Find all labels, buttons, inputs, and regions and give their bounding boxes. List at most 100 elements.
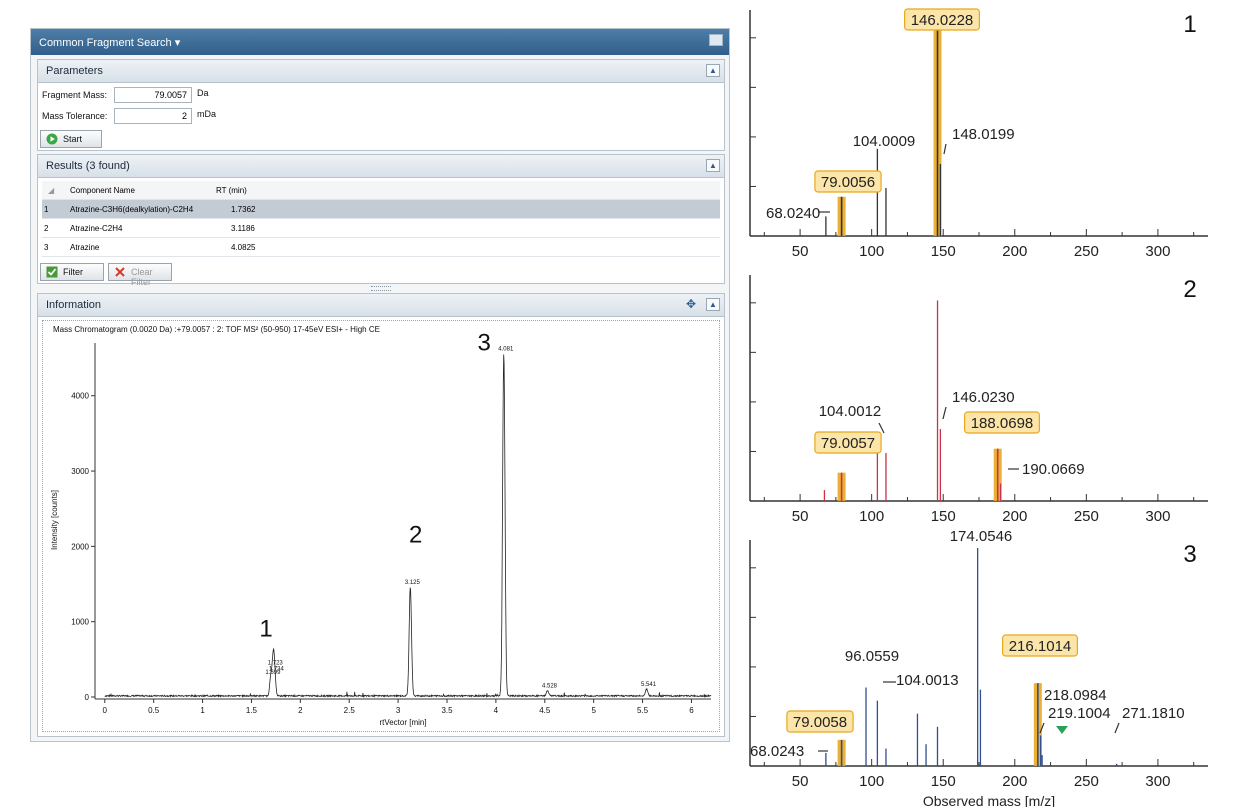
collapse-icon[interactable]: ▲ xyxy=(706,64,720,77)
fragment-mass-input[interactable]: 79.0057 xyxy=(114,87,192,103)
label-leader xyxy=(878,422,885,434)
spectrum-panel-label: 1 xyxy=(1183,11,1196,38)
x-tick-label: 200 xyxy=(1002,243,1027,260)
peak-mass-label: 104.0012 xyxy=(819,403,882,420)
peak-number-annotation: 2 xyxy=(409,522,422,549)
collapse-icon[interactable]: ▲ xyxy=(706,298,720,311)
marker-triangle-icon xyxy=(1056,726,1068,734)
peak-label: 3.125 xyxy=(405,580,421,586)
fragment-mass-label: Fragment Mass: xyxy=(42,90,108,100)
start-button-label: Start xyxy=(63,134,83,144)
x-tick-label: 3.5 xyxy=(441,706,453,715)
x-tick-label: 50 xyxy=(792,773,809,790)
highlight-label-box xyxy=(786,710,854,733)
peak-mass-label: 146.0228 xyxy=(911,12,974,29)
filter-check-icon xyxy=(46,266,58,278)
x-tick-label: 100 xyxy=(859,508,884,525)
peak-mass-label: 68.0243 xyxy=(750,743,804,760)
y-tick-label: 1000 xyxy=(71,618,89,627)
window-titlebar[interactable]: Common Fragment Search ▾ xyxy=(31,29,729,55)
x-tick-label: 6 xyxy=(689,706,694,715)
peak-mass-label: 68.0240 xyxy=(766,205,820,222)
x-tick-label: 300 xyxy=(1145,773,1170,790)
x-tick-label: 4.5 xyxy=(539,706,551,715)
peak-mass-label: 79.0056 xyxy=(821,174,875,191)
results-panel: Results (3 found) ▲ ◢ Component Name RT … xyxy=(37,154,725,287)
collapse-icon[interactable]: ▲ xyxy=(706,159,720,172)
column-header-rt[interactable]: RT (min) xyxy=(216,186,247,195)
x-tick-label: 0.5 xyxy=(148,706,160,715)
peak-label: 1.699 xyxy=(265,670,281,676)
filter-button[interactable]: Filter xyxy=(40,263,104,281)
mass-spectrum-3: 50 100 150 200 250 300 Observed mass [m/z] 3 68.… xyxy=(749,530,1208,807)
mass-tolerance-input[interactable]: 2 xyxy=(114,108,192,124)
y-axis-label: Intensity [counts] xyxy=(50,490,59,550)
peak-mass-label: 190.0669 xyxy=(1022,461,1085,478)
information-header: Information ✥ ▲ xyxy=(38,294,724,317)
x-tick-label: 250 xyxy=(1074,243,1099,260)
x-tick-label: 100 xyxy=(859,773,884,790)
peak-mass-label: 219.1004 xyxy=(1048,705,1111,722)
column-header-component-name[interactable]: Component Name xyxy=(70,186,135,195)
row-rt: 4.0825 xyxy=(231,243,256,252)
x-tick-label: 300 xyxy=(1145,243,1170,260)
move-icon[interactable]: ✥ xyxy=(685,297,696,311)
x-tick-label: 250 xyxy=(1074,508,1099,525)
peak-label: 1.723 xyxy=(268,660,284,666)
x-tick-label: 1.5 xyxy=(246,706,258,715)
peak-mass-label: 104.0013 xyxy=(896,672,959,689)
peak-mass-label: 104.0009 xyxy=(853,133,916,150)
x-tick-label: 150 xyxy=(931,243,956,260)
mass-tolerance-label: Mass Tolerance: xyxy=(42,111,108,121)
peak-mass-label: 146.0230 xyxy=(952,389,1015,406)
clear-filter-button-label: Clear Filter xyxy=(131,267,153,287)
x-tick-label: 0 xyxy=(103,706,108,715)
parameters-panel: Parameters ▲ Fragment Mass: 79.0057 Da M… xyxy=(37,59,725,151)
x-tick-label: 200 xyxy=(1002,773,1027,790)
x-tick-label: 1 xyxy=(200,706,205,715)
information-panel: Information ✥ ▲ Mass Chromatogram (0.002… xyxy=(37,293,725,737)
filter-button-label: Filter xyxy=(63,267,83,277)
y-tick-label: 0 xyxy=(85,693,90,702)
x-tick-label: 2 xyxy=(298,706,303,715)
row-rt: 1.7362 xyxy=(231,205,256,214)
play-icon xyxy=(46,133,58,145)
splitter-handle[interactable] xyxy=(371,286,391,291)
y-tick-label: 2000 xyxy=(71,542,89,551)
mass-spectrum-2: 50 100 150 200 250 300 2 104.0012 79.0057 146.023… xyxy=(749,275,1208,525)
row-index: 1 xyxy=(44,205,49,214)
y-tick-label: 3000 xyxy=(71,467,89,476)
peak-number-annotation: 1 xyxy=(259,616,272,643)
x-tick-label: 2.5 xyxy=(344,706,356,715)
table-row[interactable]: 3 Atrazine 4.0825 xyxy=(42,238,720,257)
chromatogram-title: Mass Chromatogram (0.0020 Da) :+79.0057 … xyxy=(53,325,380,334)
window-restore-icon[interactable] xyxy=(709,34,723,46)
sort-corner-icon[interactable]: ◢ xyxy=(48,186,55,195)
row-rt: 3.1186 xyxy=(231,224,255,233)
label-leader xyxy=(942,406,947,420)
x-tick-label: 150 xyxy=(931,508,956,525)
clear-filter-button[interactable]: Clear Filter xyxy=(108,263,172,287)
highlight-label-box xyxy=(964,411,1041,434)
label-leader xyxy=(943,143,947,155)
highlight-label-box xyxy=(814,431,882,454)
table-row[interactable]: 2 Atrazine-C2H4 3.1186 xyxy=(42,219,720,238)
table-row[interactable]: 1 Atrazine-C3H6(dealkylation)-C2H4 1.736… xyxy=(42,200,720,219)
parameters-header: Parameters ▲ xyxy=(38,60,724,83)
start-button[interactable]: Start xyxy=(40,130,102,148)
x-tick-label: 50 xyxy=(792,243,809,260)
peak-number-annotation: 3 xyxy=(477,330,490,357)
x-axis-label: Observed mass [m/z] xyxy=(923,793,1055,807)
parameters-header-label: Parameters xyxy=(46,65,103,77)
chromatogram-area: Mass Chromatogram (0.0020 Da) :+79.0057 … xyxy=(42,320,720,732)
highlight-label-box xyxy=(904,8,981,31)
x-tick-label: 4 xyxy=(494,706,499,715)
window-title-menu[interactable]: Common Fragment Search ▾ xyxy=(39,37,181,49)
peak-mass-label: 174.0546 xyxy=(950,530,1013,545)
peak-label: 4.081 xyxy=(498,346,514,352)
peak-mass-label: 96.0559 xyxy=(845,648,899,665)
x-tick-label: 200 xyxy=(1002,508,1027,525)
spectrum-panel-label: 3 xyxy=(1183,541,1196,568)
row-index: 3 xyxy=(44,243,49,252)
